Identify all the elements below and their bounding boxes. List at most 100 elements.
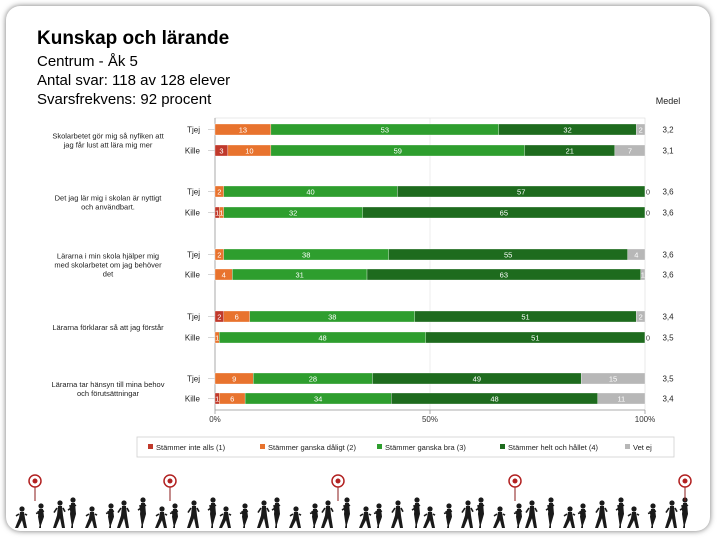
data-label: 32: [563, 126, 571, 135]
person-silhouette: [545, 497, 555, 528]
legend-label: Stämmer ganska bra (3): [385, 443, 466, 452]
category-label: och användbart.: [81, 203, 135, 212]
bar-segment: [597, 392, 646, 405]
person-silhouette: [615, 497, 625, 528]
data-label: 48: [318, 334, 326, 343]
mean-value: 3,6: [662, 271, 674, 280]
data-label: 1: [641, 271, 645, 280]
group-label: Kille: [185, 395, 201, 404]
legend-box: [136, 436, 675, 458]
data-label: 31: [296, 271, 304, 280]
x-tick-label: 50%: [422, 415, 438, 424]
data-label: 2: [639, 313, 643, 322]
bar-segment: [580, 372, 646, 385]
person-silhouette: [595, 500, 608, 528]
x-tick-label: 100%: [635, 415, 655, 424]
data-label: 0: [646, 188, 650, 197]
person-silhouette: [289, 506, 302, 528]
data-label: 3: [219, 147, 223, 156]
legend-label: Vet ej: [633, 443, 652, 452]
data-label: 63: [500, 271, 508, 280]
person-silhouette: [627, 506, 640, 528]
person-silhouette: [271, 497, 281, 528]
person-silhouette: [257, 500, 270, 528]
data-label: 0: [646, 209, 650, 218]
legend-label: Stämmer inte alls (1): [156, 443, 226, 452]
data-label: 2: [217, 313, 221, 322]
data-label: 53: [381, 126, 389, 135]
group-label: Kille: [185, 271, 201, 280]
legend-swatch: [260, 444, 265, 449]
person-silhouette: [117, 500, 130, 528]
person-silhouette: [461, 500, 474, 528]
group-label: Tjej: [187, 188, 200, 197]
data-label: 6: [235, 313, 239, 322]
mean-value: 3,5: [662, 334, 674, 343]
person-silhouette: [423, 506, 436, 528]
data-label: 2: [217, 251, 221, 260]
person-silhouette: [169, 503, 179, 528]
group-label: Tjej: [187, 126, 200, 135]
mean-value: 3,2: [662, 126, 674, 135]
mean-value: 3,5: [662, 375, 674, 384]
data-label: 13: [239, 126, 247, 135]
data-label: 7: [628, 147, 632, 156]
person-silhouette: [525, 500, 538, 528]
legend-label: Stämmer helt och hållet (4): [508, 443, 599, 452]
person-silhouette: [137, 497, 147, 528]
person-silhouette: [647, 503, 657, 528]
person-silhouette: [105, 503, 115, 528]
mean-value: 3,6: [662, 209, 674, 218]
person-silhouette: [391, 500, 404, 528]
person-silhouette: [665, 500, 678, 528]
category-label: Det jag lär mig i skolan är nyttigt: [55, 194, 163, 203]
mean-value: 3,6: [662, 188, 674, 197]
group-label: Tjej: [187, 375, 200, 384]
header: Kunskap och lärande Centrum - Åk 5 Antal…: [37, 26, 230, 109]
data-label: 6: [230, 395, 234, 404]
person-silhouette: [577, 503, 587, 528]
data-label: 15: [609, 375, 617, 384]
bar-segment: [614, 144, 646, 157]
target-marker-center: [335, 478, 341, 484]
category-label: Lärarna tar hänsyn till mina behov: [52, 380, 165, 389]
person-silhouette: [53, 500, 66, 528]
data-label: 28: [309, 375, 317, 384]
data-label: 1: [219, 209, 223, 218]
data-label: 48: [490, 395, 498, 404]
response-count: Antal svar: 118 av 128 elever: [37, 72, 231, 89]
person-silhouette: [679, 497, 689, 528]
bar-segment: [640, 268, 646, 281]
legend-swatch: [625, 444, 630, 449]
mean-header: Medel: [656, 96, 681, 106]
person-silhouette: [67, 497, 77, 528]
category-label: med skolarbetet om jag behöver: [54, 261, 162, 270]
mean-value: 3,4: [662, 313, 674, 322]
data-label: 59: [394, 147, 402, 156]
group-label: Kille: [185, 334, 201, 343]
group-label: Kille: [185, 209, 201, 218]
target-marker-center: [32, 478, 38, 484]
person-silhouette: [309, 503, 319, 528]
bar-segment: [627, 248, 646, 261]
person-silhouette: [341, 497, 351, 528]
school-grade: Centrum - Åk 5: [37, 53, 138, 70]
data-label: 2: [217, 188, 221, 197]
target-marker-center: [512, 478, 518, 484]
data-label: 1: [215, 334, 219, 343]
data-label: 9: [232, 375, 236, 384]
legend-swatch: [500, 444, 505, 449]
data-label: 32: [289, 209, 297, 218]
data-label: 11: [617, 395, 625, 404]
person-silhouette: [411, 497, 421, 528]
people-silhouettes-icon: [15, 474, 692, 528]
page-title: Kunskap och lärande: [37, 28, 230, 49]
data-label: 10: [245, 147, 253, 156]
person-silhouette: [219, 506, 232, 528]
category-label: Lärarna förklarar så att jag förstår: [52, 323, 164, 332]
data-label: 38: [302, 251, 310, 260]
person-silhouette: [239, 503, 249, 528]
group-label: Tjej: [187, 313, 200, 322]
data-label: 51: [521, 313, 529, 322]
